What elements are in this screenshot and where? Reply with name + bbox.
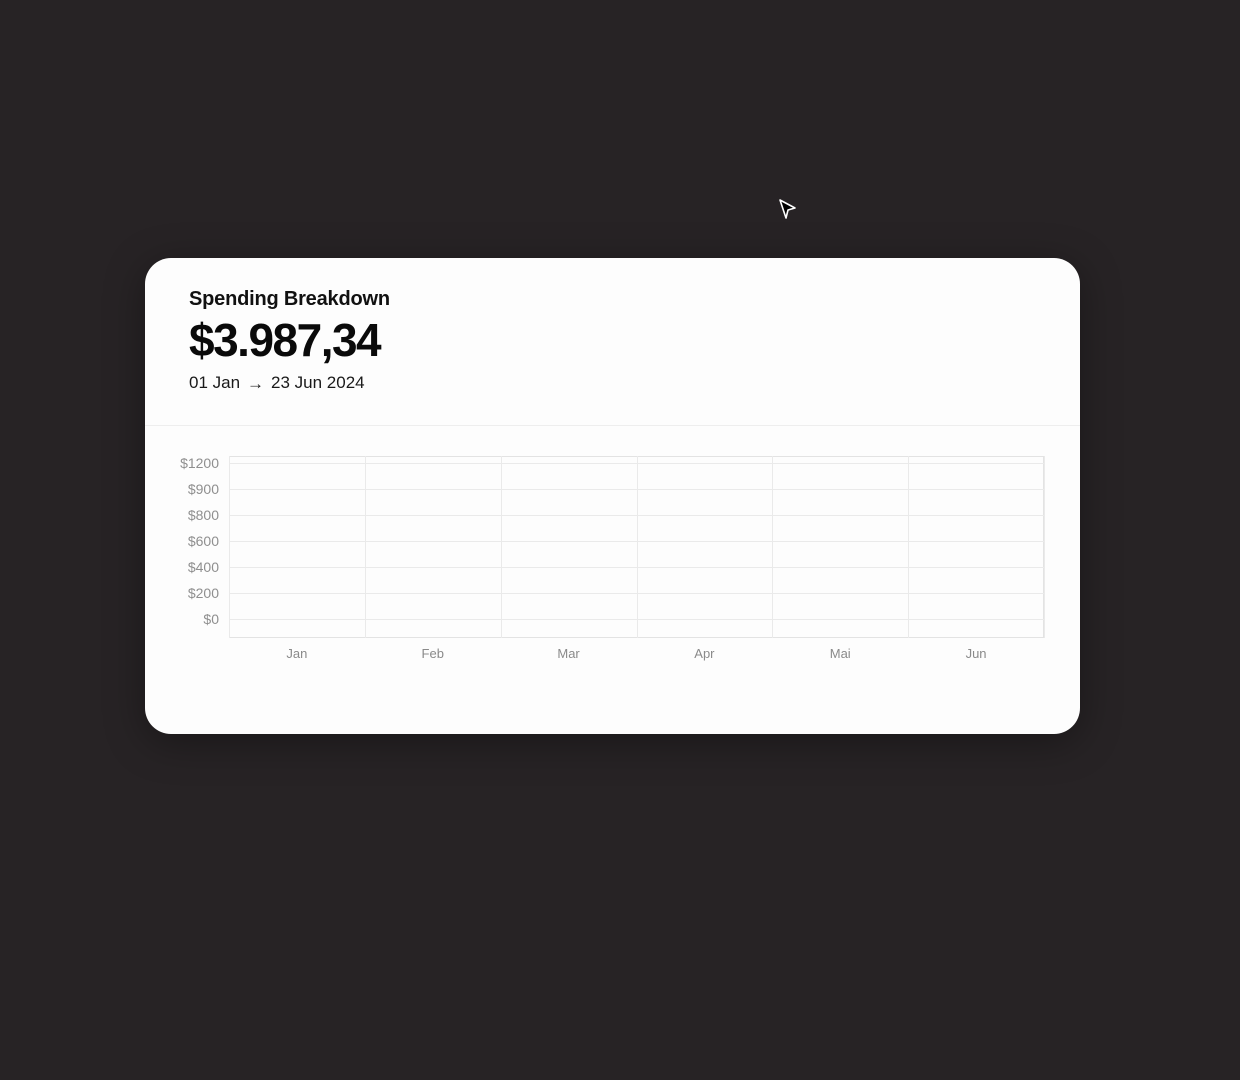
spending-card: Spending Breakdown $3.987,34 01 Jan → 23… xyxy=(145,258,1080,734)
arrow-right-icon: → xyxy=(247,375,264,392)
grid-col xyxy=(229,456,230,638)
grid-col xyxy=(1044,456,1045,638)
y-tick: $400 xyxy=(188,560,219,586)
x-axis: JanFebMarAprMaiJun xyxy=(229,646,1044,661)
x-tick: Mai xyxy=(772,646,908,661)
y-tick: $200 xyxy=(188,586,219,612)
y-tick: $1200 xyxy=(180,456,219,482)
y-tick: $900 xyxy=(188,482,219,508)
x-tick: Apr xyxy=(636,646,772,661)
grid-col xyxy=(501,456,502,638)
date-from: 01 Jan xyxy=(189,373,240,393)
y-axis: $1200$900$800$600$400$200$0 xyxy=(181,456,229,638)
card-title: Spending Breakdown xyxy=(189,288,1036,311)
y-tick: $800 xyxy=(188,508,219,534)
x-tick: Mar xyxy=(501,646,637,661)
grid-col xyxy=(637,456,638,638)
y-tick: $600 xyxy=(188,534,219,560)
grid-col xyxy=(365,456,366,638)
date-to: 23 Jun 2024 xyxy=(271,373,365,393)
chart-plot-area xyxy=(229,456,1044,638)
card-header: Spending Breakdown $3.987,34 01 Jan → 23… xyxy=(145,258,1080,411)
spending-amount: $3.987,34 xyxy=(189,313,1036,367)
date-range: 01 Jan → 23 Jun 2024 xyxy=(189,373,1036,393)
grid-col xyxy=(772,456,773,638)
x-tick: Feb xyxy=(365,646,501,661)
spending-chart: $1200$900$800$600$400$200$0 JanFebMarApr… xyxy=(145,426,1080,691)
y-tick: $0 xyxy=(203,612,219,638)
x-tick: Jan xyxy=(229,646,365,661)
grid-col xyxy=(908,456,909,638)
x-tick: Jun xyxy=(908,646,1044,661)
cursor-icon xyxy=(777,198,799,220)
